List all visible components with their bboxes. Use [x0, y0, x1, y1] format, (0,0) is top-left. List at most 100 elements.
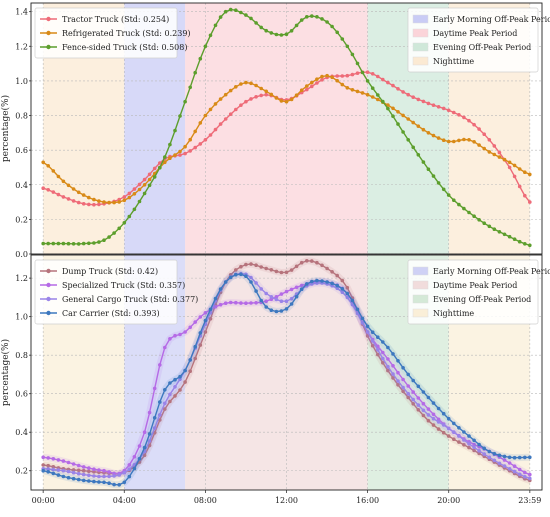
data-point — [355, 61, 360, 66]
data-point — [294, 264, 299, 269]
data-point — [416, 97, 421, 102]
data-point — [325, 280, 329, 284]
data-point — [391, 372, 395, 376]
data-point — [386, 368, 390, 373]
data-point — [81, 472, 86, 477]
data-point — [507, 467, 512, 471]
data-point — [102, 200, 106, 204]
data-point — [132, 466, 137, 471]
data-point — [279, 33, 284, 37]
data-point — [97, 199, 101, 203]
data-point — [97, 240, 101, 244]
legend-period-label: Daytime Peak Period — [433, 281, 517, 290]
data-point — [345, 86, 350, 90]
data-point — [497, 453, 502, 458]
data-point — [492, 144, 497, 148]
data-point — [71, 470, 76, 475]
data-point — [127, 474, 132, 479]
data-point — [512, 237, 517, 241]
x-tick-label: 08:00 — [194, 496, 217, 505]
legend-marker — [46, 310, 51, 316]
data-point — [254, 289, 258, 293]
data-point — [244, 99, 248, 104]
data-point — [315, 281, 319, 285]
data-point — [269, 268, 274, 272]
data-point — [431, 401, 436, 405]
data-point — [183, 151, 187, 156]
legend-series-label: Refrigerated Truck (Std: 0.239) — [62, 29, 191, 38]
data-point — [152, 386, 157, 391]
data-point — [462, 137, 466, 142]
data-point — [431, 103, 436, 107]
series-legend-box — [34, 259, 178, 325]
data-point — [472, 122, 476, 127]
data-point — [436, 417, 441, 422]
data-point — [411, 95, 416, 99]
data-point — [401, 366, 405, 370]
data-point — [325, 266, 329, 271]
data-point — [401, 130, 405, 134]
data-point — [56, 192, 61, 197]
legend-marker — [46, 30, 51, 36]
data-point — [173, 377, 177, 382]
data-point — [117, 473, 121, 477]
data-point — [386, 345, 390, 350]
data-point — [396, 359, 400, 363]
data-point — [441, 411, 446, 416]
data-point — [487, 150, 492, 154]
data-point — [56, 473, 61, 477]
data-point — [401, 90, 405, 94]
data-point — [168, 156, 172, 160]
data-point — [173, 128, 177, 133]
data-point — [46, 188, 50, 192]
data-point — [350, 298, 355, 303]
data-point — [51, 169, 56, 173]
legend-marker — [46, 296, 51, 302]
data-point — [446, 108, 451, 113]
data-point — [158, 413, 162, 417]
data-point — [147, 172, 152, 177]
data-point — [213, 296, 218, 301]
data-point — [228, 88, 233, 93]
y-tick-label: 0.6 — [15, 146, 28, 155]
data-point — [102, 468, 106, 473]
legend-marker — [46, 282, 51, 288]
data-point — [350, 88, 355, 92]
data-point — [264, 266, 269, 271]
data-point — [163, 401, 167, 406]
legend-period-swatch — [412, 294, 429, 304]
data-point — [472, 448, 476, 453]
data-point — [56, 468, 61, 472]
data-point — [178, 149, 182, 154]
data-point — [507, 160, 512, 165]
legend-period-label: Nighttime — [433, 309, 474, 318]
data-point — [284, 299, 289, 304]
legend-period-label: Evening Off-Peak Period — [433, 295, 531, 304]
data-point — [482, 452, 487, 456]
data-point — [132, 455, 137, 459]
data-point — [452, 437, 456, 442]
data-point — [325, 73, 329, 78]
data-point — [386, 357, 390, 361]
data-point — [142, 430, 147, 435]
data-point — [431, 174, 436, 178]
data-point — [462, 115, 466, 120]
data-point — [335, 30, 340, 35]
data-point — [112, 474, 116, 478]
data-point — [249, 275, 253, 280]
data-point — [284, 270, 289, 275]
x-tick-label: 00:00 — [32, 496, 55, 505]
data-point — [158, 165, 162, 170]
series-legend-box — [34, 7, 178, 59]
data-point — [127, 195, 132, 200]
data-point — [259, 298, 264, 303]
data-point — [168, 399, 172, 404]
data-point — [223, 301, 228, 306]
data-point — [249, 16, 253, 21]
data-point — [112, 471, 116, 476]
data-point — [122, 198, 127, 203]
data-point — [234, 268, 238, 272]
data-point — [299, 260, 304, 265]
data-point — [436, 105, 441, 109]
data-point — [421, 401, 426, 406]
